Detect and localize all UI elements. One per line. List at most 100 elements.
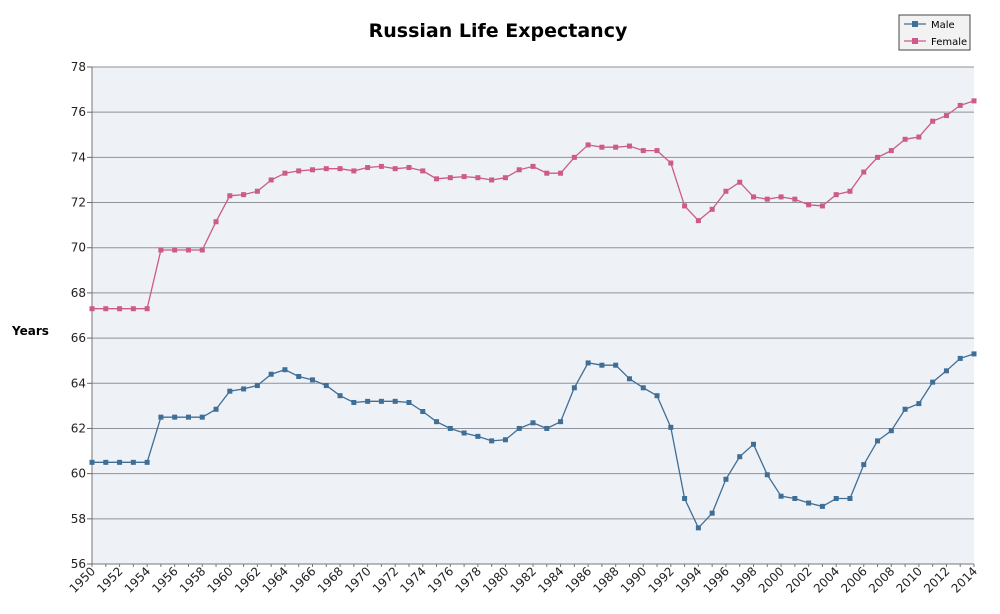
data-point-female [654, 148, 660, 154]
data-point-male [847, 495, 853, 501]
data-point-male [447, 425, 453, 431]
data-point-male [461, 430, 467, 436]
legend-marker-female-point [912, 38, 918, 44]
x-tick-label: 2004 [811, 564, 842, 595]
data-point-male [227, 388, 233, 394]
data-point-male [434, 419, 440, 425]
data-point-female [158, 247, 164, 253]
x-tick-label: 1976 [425, 564, 456, 595]
data-point-female [434, 176, 440, 182]
data-point-male [406, 399, 412, 405]
x-tick-label: 1972 [370, 564, 401, 595]
x-tick-label: 1960 [204, 564, 235, 595]
data-point-male [943, 368, 949, 374]
data-point-female [268, 177, 274, 183]
data-point-male [172, 414, 178, 420]
data-point-male [296, 373, 302, 379]
data-point-female [502, 175, 508, 181]
y-tick-label: 60 [71, 467, 86, 481]
data-point-male [833, 495, 839, 501]
data-point-female [682, 203, 688, 209]
data-point-female [130, 306, 136, 312]
data-point-female [475, 175, 481, 181]
data-point-female [806, 202, 812, 208]
x-tick-label: 2008 [866, 564, 897, 595]
data-point-female [89, 306, 95, 312]
data-point-female [861, 169, 867, 175]
x-tick-label: 1962 [232, 564, 263, 595]
data-point-female [558, 170, 564, 176]
data-point-female [185, 247, 191, 253]
x-tick-label: 1996 [701, 564, 732, 595]
x-tick-label: 1986 [563, 564, 594, 595]
data-point-male [502, 437, 508, 443]
data-point-male [558, 419, 564, 425]
data-point-male [530, 420, 536, 426]
x-axis-ticks: 1950195219541956195819601962196419661968… [67, 564, 980, 596]
data-point-male [199, 414, 205, 420]
data-point-male [861, 462, 867, 468]
x-tick-label: 1958 [177, 564, 208, 595]
data-point-male [475, 433, 481, 439]
data-point-male [957, 355, 963, 361]
data-point-male [213, 406, 219, 412]
data-point-female [172, 247, 178, 253]
x-tick-label: 1982 [508, 564, 539, 595]
y-tick-label: 64 [71, 376, 86, 390]
data-point-male [723, 476, 729, 482]
data-point-female [792, 196, 798, 202]
data-point-male [695, 525, 701, 531]
x-tick-label: 1998 [728, 564, 759, 595]
data-point-female [227, 193, 233, 199]
data-point-female [571, 154, 577, 160]
data-point-male [144, 459, 150, 465]
data-point-female [957, 102, 963, 108]
data-point-female [489, 177, 495, 183]
y-axis-ticks: 56 58 60 62 64 66 68 70 72 74 76 78 [71, 60, 92, 571]
data-point-female [709, 206, 715, 212]
data-point-female [971, 98, 977, 104]
data-point-male [902, 406, 908, 412]
data-point-female [447, 175, 453, 181]
x-tick-label: 1968 [315, 564, 346, 595]
data-point-female [117, 306, 123, 312]
x-tick-label: 1990 [618, 564, 649, 595]
x-tick-label: 2014 [949, 564, 980, 595]
data-point-male [103, 459, 109, 465]
data-point-female [323, 166, 329, 172]
x-tick-label: 1978 [452, 564, 483, 595]
data-point-female [888, 148, 894, 154]
data-point-female [875, 154, 881, 160]
data-point-female [695, 218, 701, 224]
data-point-female [668, 160, 674, 166]
data-point-male [516, 425, 522, 431]
legend-box [898, 14, 971, 51]
data-point-female [337, 166, 343, 172]
data-point-male [875, 438, 881, 444]
x-tick-label: 1956 [149, 564, 180, 595]
data-point-female [764, 196, 770, 202]
y-tick-label: 76 [71, 105, 86, 119]
data-point-female [737, 179, 743, 185]
data-point-female [544, 170, 550, 176]
x-tick-label: 2012 [921, 564, 952, 595]
data-point-female [516, 167, 522, 173]
data-point-male [626, 376, 632, 382]
data-point-male [585, 360, 591, 366]
legend-marker-male-point [912, 21, 918, 27]
series-layer [89, 98, 977, 531]
data-point-female [723, 188, 729, 194]
data-point-female [378, 163, 384, 169]
data-point-female [585, 142, 591, 148]
x-tick-label: 1954 [122, 564, 153, 595]
data-point-male [916, 401, 922, 407]
data-point-female [296, 168, 302, 174]
y-tick-label: 70 [71, 241, 86, 255]
data-point-female [103, 306, 109, 312]
y-tick-label: 56 [71, 557, 86, 571]
data-point-male [668, 424, 674, 430]
x-tick-label: 2010 [893, 564, 924, 595]
data-point-male [571, 385, 577, 391]
data-point-male [268, 371, 274, 377]
